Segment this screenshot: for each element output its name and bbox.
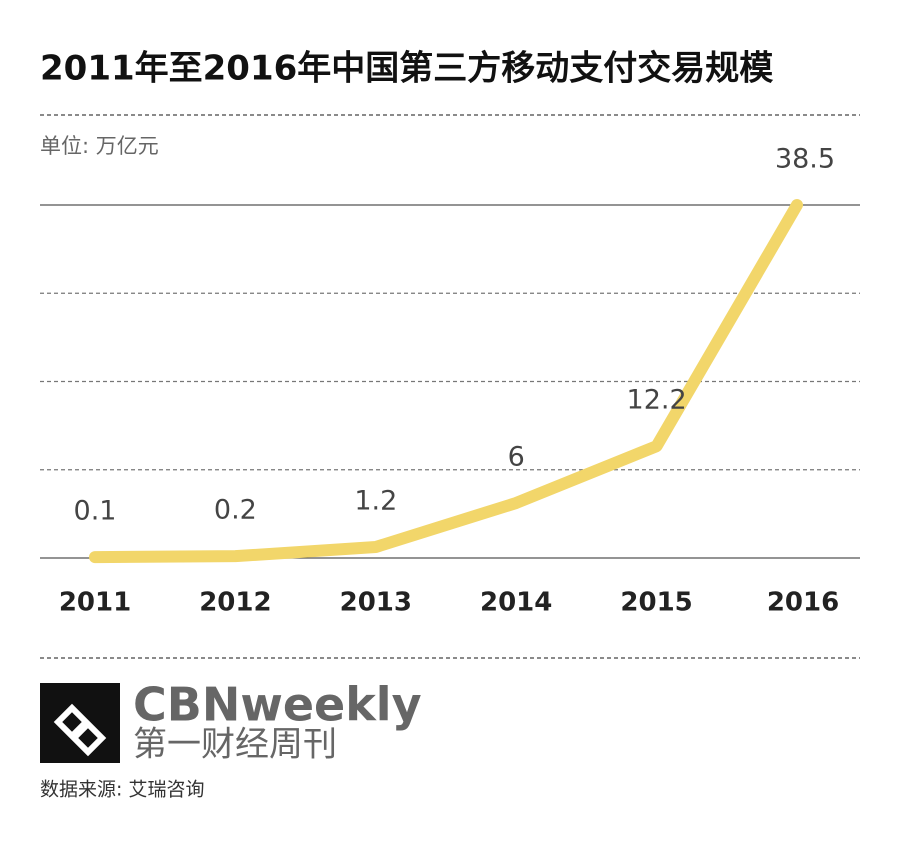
data-label: 0.1 xyxy=(74,496,117,527)
data-label: 12.2 xyxy=(627,385,687,416)
x-tick-label: 2016 xyxy=(767,588,839,618)
data-label: 0.2 xyxy=(214,495,257,526)
data-label: 38.5 xyxy=(775,144,835,175)
x-tick-label: 2011 xyxy=(59,588,131,618)
logo xyxy=(40,683,120,763)
chart-title: 2011年至2016年中国第三方移动支付交易规模 xyxy=(40,49,773,89)
data-label: 6 xyxy=(508,441,525,472)
data-label: 1.2 xyxy=(354,485,397,516)
x-tick-label: 2015 xyxy=(620,588,692,618)
x-tick-label: 2013 xyxy=(340,588,412,618)
unit-label: 单位: 万亿元 xyxy=(40,134,159,158)
brand: CBNweekly xyxy=(133,678,422,732)
x-tick-label: 2012 xyxy=(199,588,271,618)
data-line xyxy=(89,199,803,564)
x-tick-label: 2014 xyxy=(480,588,552,618)
brand-cn: 第一财经周刊 xyxy=(133,725,337,765)
source: 数据来源: 艾瑞咨询 xyxy=(40,779,204,801)
